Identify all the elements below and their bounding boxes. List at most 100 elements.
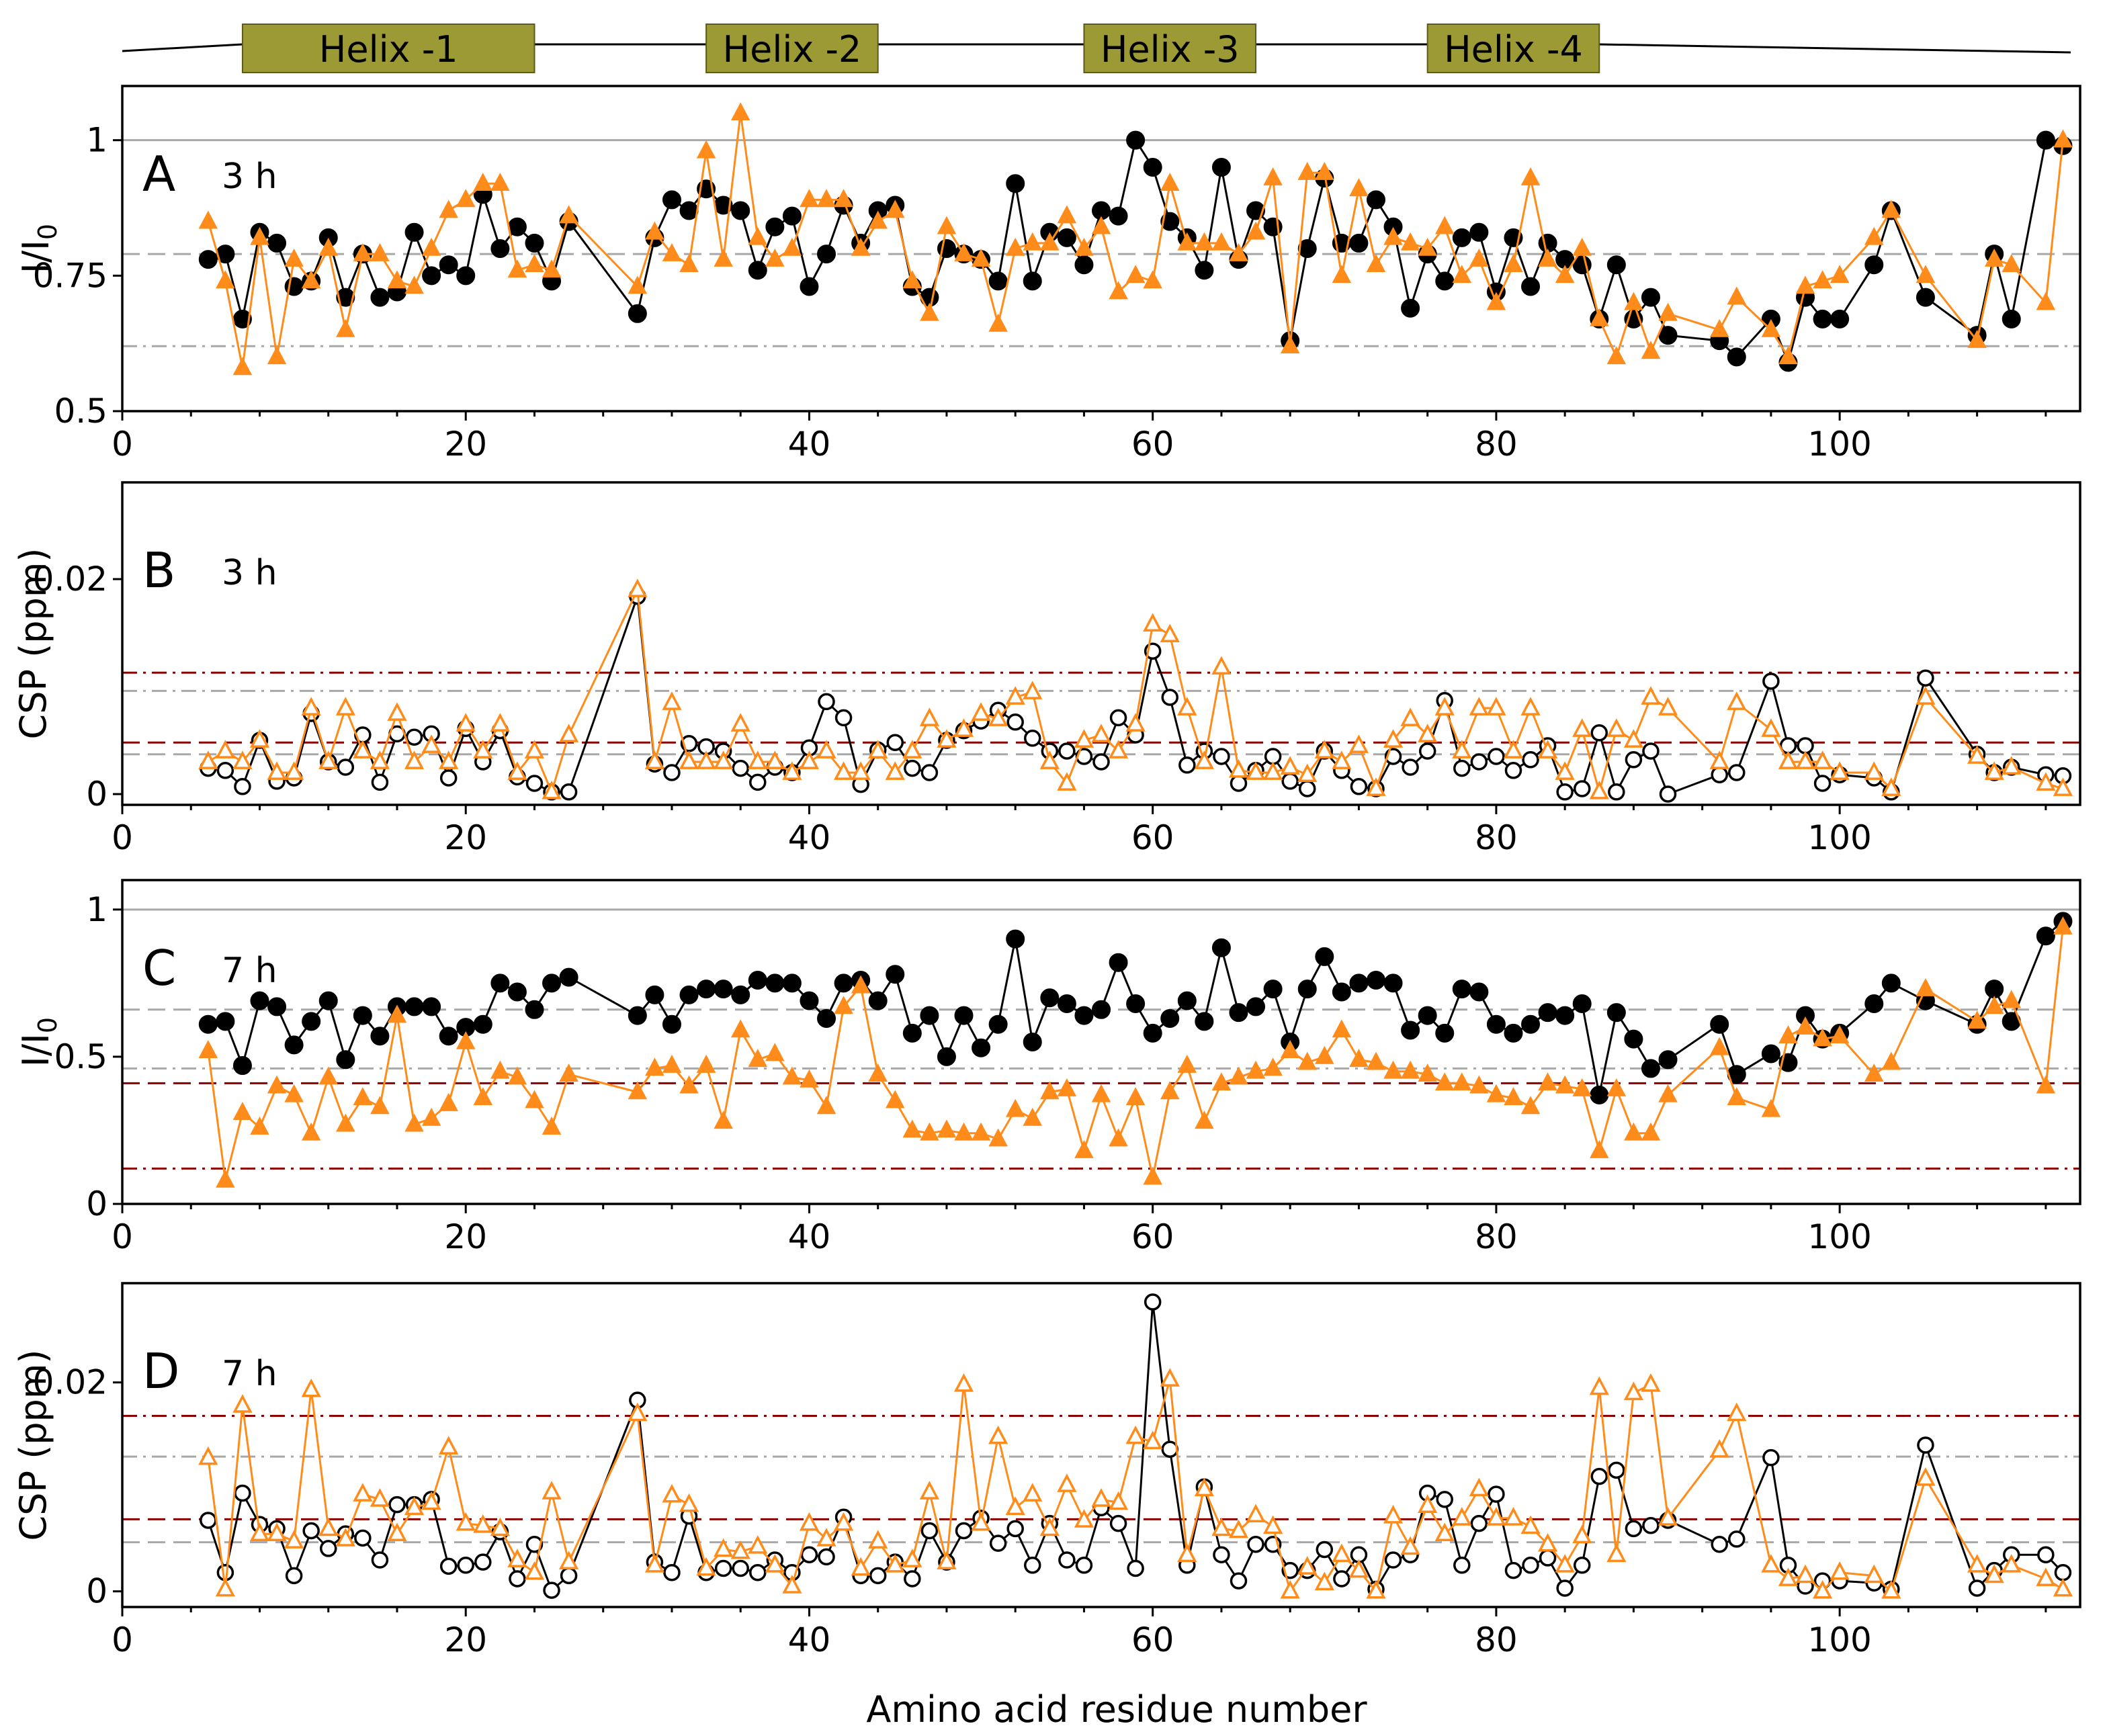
data-point-triangle	[2002, 254, 2022, 272]
data-point-triangle	[1537, 740, 1558, 758]
data-point-triangle	[1023, 681, 1043, 699]
data-point-circle	[525, 233, 544, 253]
data-point-triangle	[1452, 1507, 1472, 1526]
data-point-circle	[732, 1559, 749, 1577]
data-point-circle	[988, 271, 1008, 291]
data-point-triangle	[1709, 318, 1729, 337]
data-point-triangle	[2002, 1554, 2022, 1573]
data-point-circle	[490, 239, 510, 258]
data-point-circle	[1917, 669, 1934, 687]
data-point-circle	[1109, 953, 1128, 972]
data-point-triangle	[1349, 1049, 1369, 1068]
data-point-circle	[1109, 1514, 1127, 1532]
data-point-circle	[834, 709, 853, 727]
data-point-triangle	[1108, 740, 1129, 758]
data-point-circle	[1126, 130, 1146, 150]
data-point-triangle	[765, 750, 785, 769]
y-tick-label: 0	[86, 1184, 108, 1223]
x-tick-label: 60	[1131, 1620, 1174, 1659]
data-point-circle	[1642, 1516, 1660, 1534]
data-point-triangle	[1246, 221, 1266, 240]
data-point-circle	[1521, 1014, 1541, 1034]
y-axis-title-subscript: 0	[33, 1017, 62, 1033]
data-point-triangle	[387, 702, 407, 721]
panel-time-label: 7 h	[222, 951, 277, 991]
data-point-triangle	[216, 270, 235, 289]
data-point-triangle	[1538, 248, 1557, 267]
data-point-triangle	[730, 1019, 750, 1038]
data-point-triangle	[1418, 237, 1437, 256]
data-point-triangle	[799, 750, 820, 769]
data-point-triangle	[1761, 1098, 1781, 1117]
data-point-triangle	[919, 1481, 939, 1500]
data-point-triangle	[2053, 129, 2073, 148]
data-point-circle	[1641, 288, 1660, 307]
data-point-circle	[216, 1563, 234, 1581]
data-point-circle	[267, 997, 287, 1016]
data-point-circle	[1023, 1033, 1042, 1051]
data-point-triangle	[679, 1493, 699, 1512]
data-point-triangle	[1727, 1087, 1747, 1106]
data-point-triangle	[1040, 1081, 1060, 1100]
data-point-triangle	[1280, 335, 1300, 353]
helix-backbone-line	[122, 43, 2071, 54]
y-tick-label: 0.02	[33, 560, 108, 599]
data-point-triangle	[387, 270, 407, 289]
data-point-circle	[560, 1567, 578, 1585]
helix-rect	[1426, 24, 1600, 73]
data-point-triangle	[1469, 1477, 1489, 1497]
data-point-triangle	[644, 1554, 665, 1573]
data-point-triangle	[628, 578, 648, 597]
data-point-triangle	[216, 1169, 235, 1188]
data-point-circle	[645, 985, 664, 1004]
data-point-triangle	[439, 750, 459, 769]
data-point-triangle	[1383, 226, 1403, 245]
data-point-triangle	[662, 243, 682, 261]
data-point-circle	[336, 288, 355, 307]
data-point-circle	[1160, 1008, 1180, 1028]
series-line-black	[208, 137, 2063, 366]
x-tick-label: 20	[444, 425, 487, 464]
data-point-triangle	[1434, 1522, 1455, 1542]
data-point-triangle	[1520, 167, 1541, 185]
data-point-triangle	[1366, 1579, 1386, 1599]
data-point-circle	[1590, 1467, 1608, 1485]
data-point-circle	[1297, 980, 1317, 999]
data-point-triangle	[748, 750, 768, 769]
data-point-triangle	[748, 1049, 768, 1068]
data-point-circle	[1590, 724, 1608, 742]
data-point-triangle	[2053, 1577, 2073, 1597]
data-point-circle	[1711, 1535, 1728, 1553]
series-black	[200, 587, 2072, 803]
data-point-circle	[989, 1534, 1007, 1552]
data-point-circle	[198, 250, 218, 269]
data-point-circle	[972, 1038, 991, 1057]
data-point-triangle	[1383, 1504, 1404, 1524]
data-point-triangle	[1469, 248, 1489, 267]
data-point-triangle	[387, 1004, 407, 1023]
data-point-triangle	[1504, 1087, 1523, 1106]
data-point-triangle	[1538, 1072, 1557, 1091]
data-point-triangle	[1074, 1509, 1094, 1528]
data-point-triangle	[336, 1113, 355, 1132]
data-point-circle	[439, 1027, 458, 1046]
panel-time-label: 7 h	[222, 1354, 277, 1394]
panel-letter: A	[142, 146, 175, 202]
data-point-circle	[1436, 1491, 1453, 1508]
data-point-triangle	[645, 221, 664, 240]
data-point-circle	[1211, 158, 1231, 177]
data-point-triangle	[1023, 232, 1043, 251]
data-point-circle	[1350, 778, 1368, 795]
data-point-circle	[337, 758, 355, 776]
data-point-triangle	[1984, 1564, 2004, 1583]
data-point-triangle	[490, 1517, 510, 1536]
data-point-triangle	[730, 102, 750, 121]
y-axis-title-main: I/I	[15, 1033, 57, 1067]
data-point-triangle	[816, 1096, 836, 1115]
data-point-triangle	[507, 259, 527, 278]
data-point-triangle	[1057, 205, 1077, 224]
data-point-triangle	[1967, 1010, 1987, 1029]
